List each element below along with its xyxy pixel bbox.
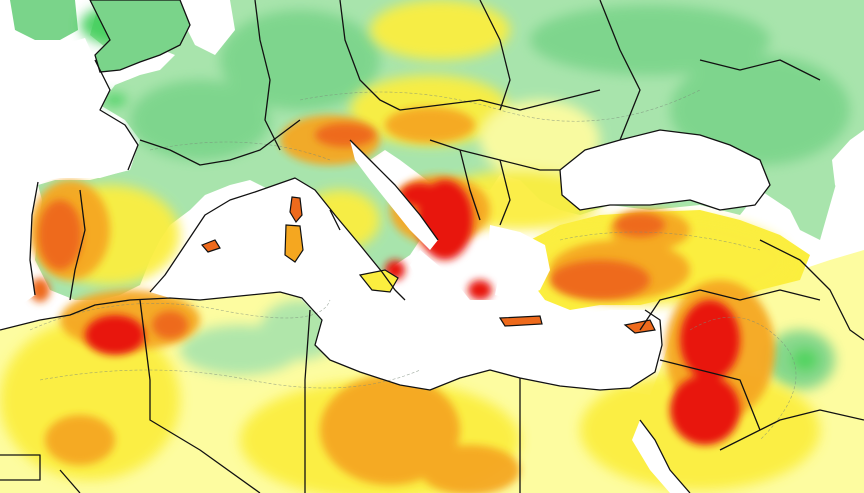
coastlines	[0, 59, 771, 493]
islands-layer	[89, 0, 656, 334]
ireland-land	[10, 0, 78, 40]
mediterranean-sea	[150, 178, 662, 390]
black-sea	[560, 130, 770, 210]
crete	[498, 315, 543, 327]
north-sea	[180, 0, 235, 55]
caspian-sea	[832, 130, 864, 210]
cyprus	[623, 319, 656, 334]
adriatic-sea	[350, 140, 438, 250]
britain	[89, 0, 191, 73]
red-sea	[632, 420, 690, 493]
intensity-red-zones	[30, 123, 740, 445]
corsica	[289, 196, 303, 224]
sardinia	[284, 224, 304, 263]
balearic	[200, 239, 221, 253]
aegean-sea	[488, 225, 550, 300]
